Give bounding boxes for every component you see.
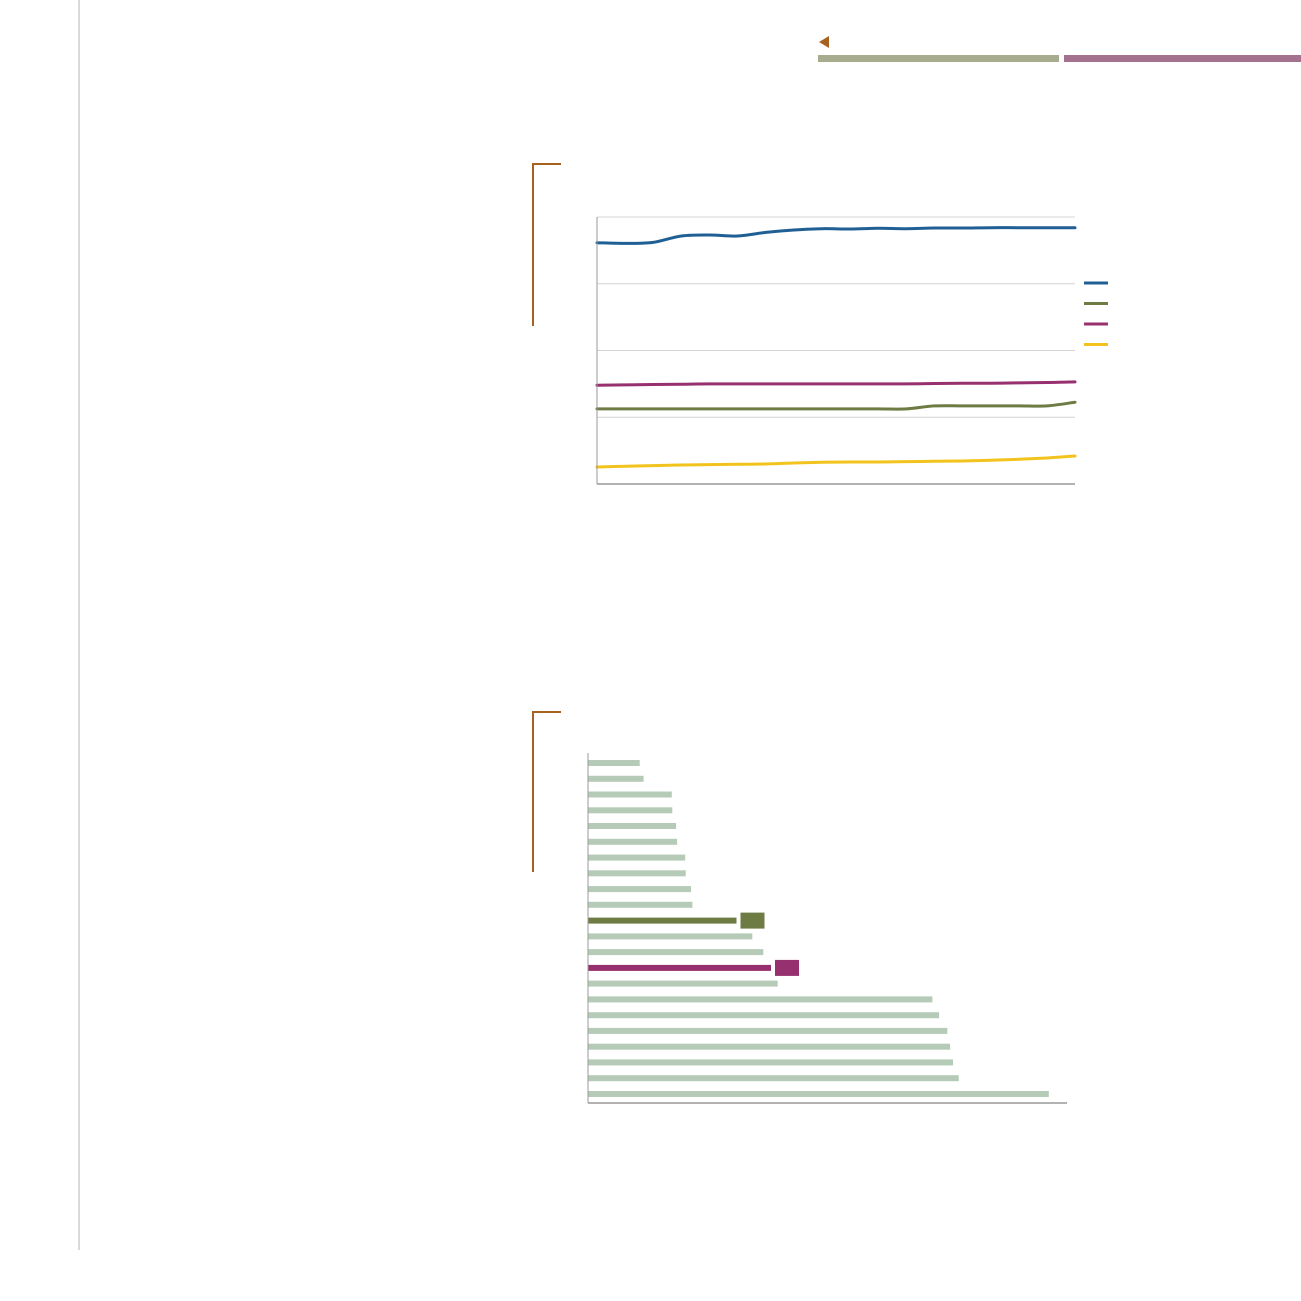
bar bbox=[588, 901, 693, 908]
line-series-3 bbox=[595, 380, 1077, 387]
bar bbox=[588, 1059, 953, 1066]
bar bbox=[588, 1043, 951, 1050]
line-chart-axes bbox=[596, 217, 1075, 485]
line-chart-legend bbox=[1084, 281, 1108, 346]
nav-tab-1[interactable] bbox=[818, 55, 1059, 62]
bar bbox=[588, 1091, 1049, 1097]
bar bbox=[588, 823, 677, 829]
bar-chart-bracket bbox=[532, 711, 561, 872]
bar bbox=[588, 980, 778, 987]
line-series-4 bbox=[595, 454, 1077, 469]
line-chart-bracket bbox=[532, 163, 561, 326]
bar-highlight bbox=[588, 917, 737, 924]
triangle-left-icon[interactable] bbox=[819, 36, 829, 48]
bar bbox=[588, 760, 640, 766]
bar bbox=[588, 838, 678, 845]
nav-tab-2[interactable] bbox=[1064, 55, 1301, 62]
bar-highlight-marker bbox=[740, 912, 765, 929]
left-divider bbox=[78, 0, 80, 1250]
line-series-2 bbox=[595, 400, 1077, 411]
bar-chart-bars bbox=[588, 760, 1049, 1097]
bar-chart-axes bbox=[587, 753, 1067, 1104]
bar-highlight bbox=[588, 964, 771, 971]
bar bbox=[588, 775, 644, 782]
bar bbox=[588, 791, 672, 798]
bar-chart bbox=[532, 711, 1067, 1104]
bar bbox=[588, 886, 691, 893]
line-chart-series bbox=[595, 226, 1077, 469]
bar-highlight-marker bbox=[775, 959, 799, 976]
bar bbox=[588, 870, 686, 877]
line-chart-grid bbox=[597, 216, 1075, 418]
bar bbox=[588, 807, 673, 814]
bar bbox=[588, 1012, 940, 1019]
bar bbox=[588, 854, 686, 861]
line-chart bbox=[532, 163, 1108, 485]
bar bbox=[588, 1075, 959, 1082]
bar bbox=[588, 996, 933, 1003]
bar bbox=[588, 933, 753, 940]
bar bbox=[588, 1027, 948, 1034]
bar bbox=[588, 949, 764, 956]
line-series-1 bbox=[595, 226, 1077, 245]
